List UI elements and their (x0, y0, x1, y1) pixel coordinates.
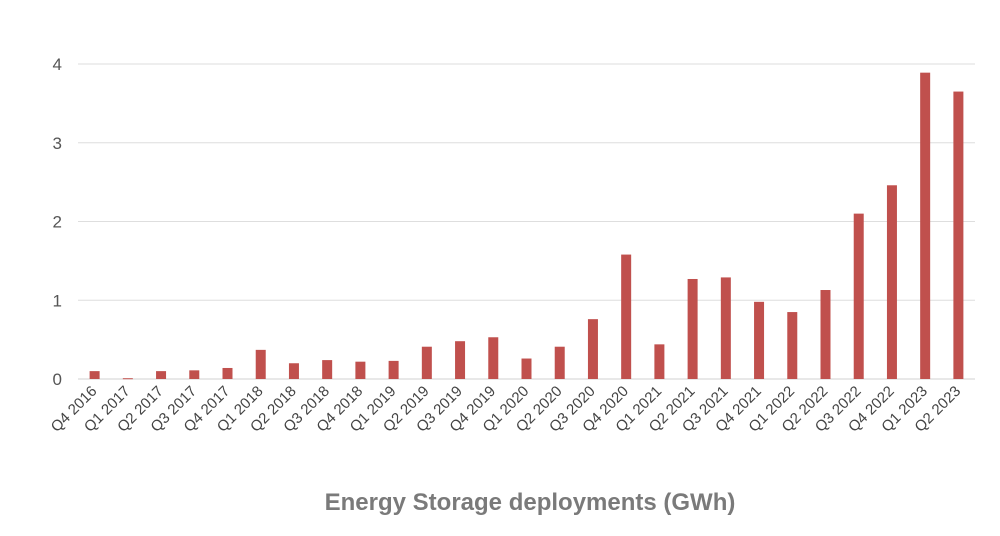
bar (255, 349, 266, 379)
bar (521, 358, 532, 379)
bars (89, 72, 964, 380)
gridlines (78, 63, 975, 380)
bar (322, 360, 333, 379)
bar (222, 367, 233, 379)
bar (554, 346, 565, 379)
bar (488, 337, 499, 379)
bar (787, 312, 798, 379)
bar (820, 290, 831, 379)
bar (920, 72, 931, 379)
bar (455, 341, 466, 379)
bar (156, 371, 167, 379)
bar (388, 360, 399, 379)
bar (654, 344, 665, 379)
y-tick-label: 4 (53, 55, 62, 74)
y-tick-label: 1 (53, 291, 62, 310)
bar (288, 363, 299, 379)
bar (355, 361, 366, 379)
bar (953, 91, 964, 379)
x-axis-title: Energy Storage deployments (GWh) (325, 489, 736, 516)
bar (189, 370, 200, 379)
bar (621, 254, 632, 379)
bar (754, 301, 765, 379)
y-axis-ticks: 0 1 2 3 4 (53, 55, 62, 389)
bar (853, 213, 864, 379)
y-tick-label: 0 (53, 370, 62, 389)
bar (587, 319, 598, 379)
bar (89, 371, 100, 379)
bar (687, 278, 698, 379)
bar (122, 378, 133, 380)
y-tick-label: 3 (53, 134, 62, 153)
bar (720, 277, 731, 379)
bar (886, 185, 897, 379)
bar (421, 346, 432, 379)
y-tick-label: 2 (53, 213, 62, 232)
